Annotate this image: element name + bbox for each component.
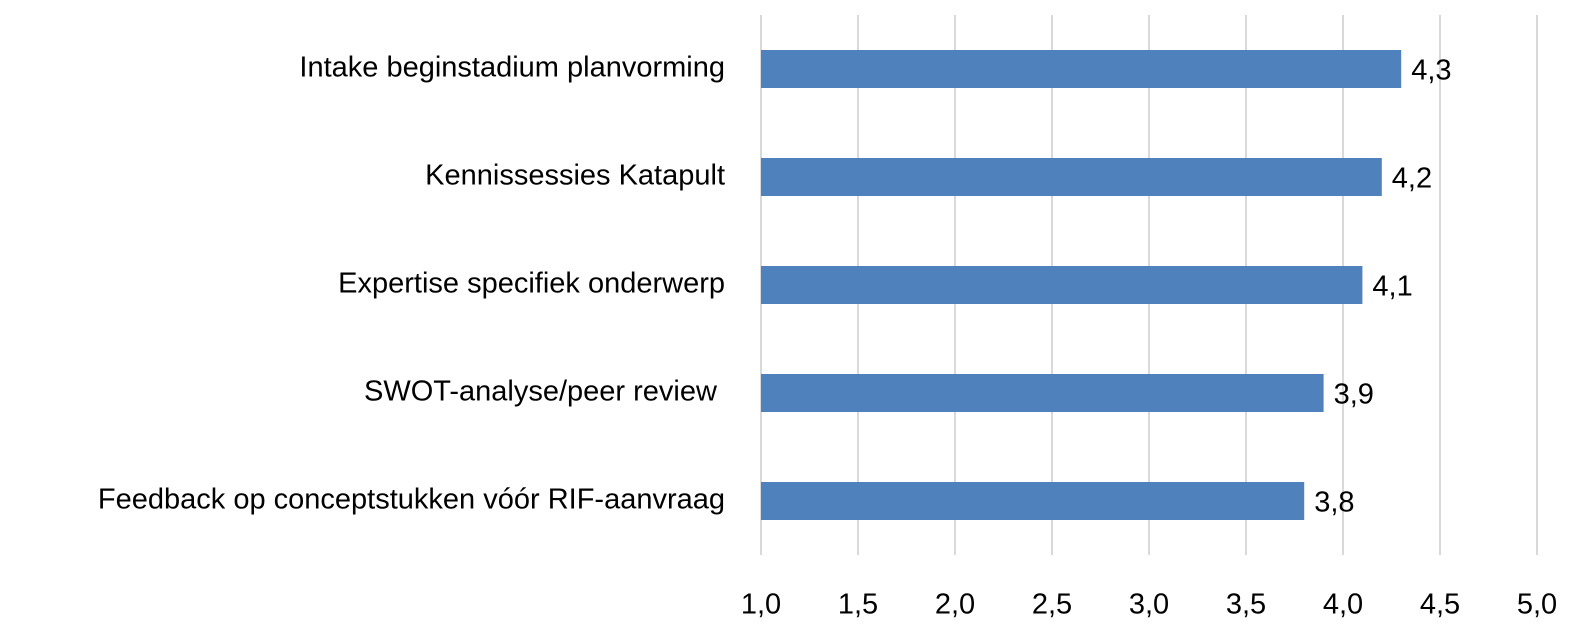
value-label: 4,1 bbox=[1372, 271, 1412, 303]
value-label: 4,2 bbox=[1392, 163, 1432, 195]
x-tick-label: 4,0 bbox=[1323, 589, 1363, 621]
value-label: 3,9 bbox=[1334, 379, 1374, 411]
x-tick-label: 4,5 bbox=[1420, 589, 1460, 621]
x-tick-label: 3,5 bbox=[1226, 589, 1266, 621]
y-tick-label: Intake beginstadium planvorming bbox=[299, 52, 725, 84]
y-tick-label: Feedback op conceptstukken vóór RIF-aanv… bbox=[98, 484, 725, 516]
bar bbox=[761, 158, 1382, 196]
bar bbox=[761, 482, 1305, 520]
y-tick-label: Kennissessies Katapult bbox=[425, 160, 725, 192]
x-tick-label: 2,5 bbox=[1032, 589, 1072, 621]
value-label: 4,3 bbox=[1411, 55, 1451, 87]
value-label: 3,8 bbox=[1314, 487, 1354, 519]
y-tick-label: Expertise specifiek onderwerp bbox=[338, 268, 725, 300]
y-tick-label: SWOT-analyse/peer review bbox=[364, 376, 725, 408]
x-tick-label: 2,0 bbox=[935, 589, 975, 621]
x-tick-label: 3,0 bbox=[1129, 589, 1169, 621]
x-tick-label: 1,5 bbox=[838, 589, 878, 621]
bar bbox=[761, 266, 1363, 304]
x-tick-label: 1,0 bbox=[741, 589, 781, 621]
bar bbox=[761, 50, 1402, 88]
x-tick-label: 5,0 bbox=[1517, 589, 1557, 621]
bar bbox=[761, 374, 1324, 412]
